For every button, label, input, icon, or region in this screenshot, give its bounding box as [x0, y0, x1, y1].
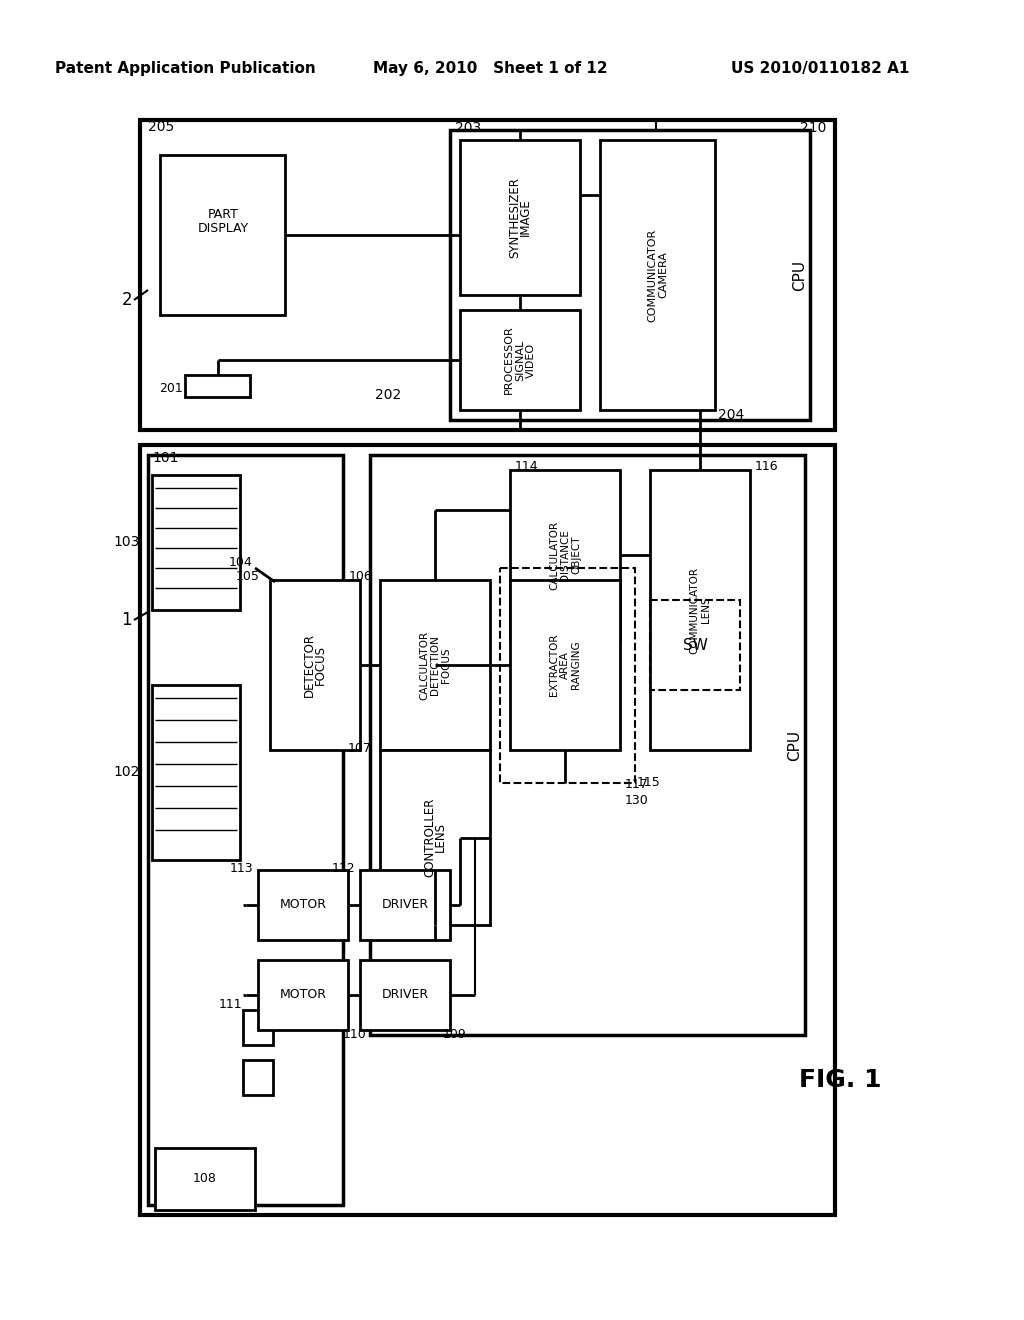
- Text: 108: 108: [194, 1172, 217, 1185]
- Text: FOCUS: FOCUS: [314, 645, 327, 685]
- Text: MOTOR: MOTOR: [280, 899, 327, 912]
- Text: 105: 105: [237, 570, 260, 583]
- Text: CPU: CPU: [793, 260, 808, 290]
- Text: VIDEO: VIDEO: [526, 342, 536, 378]
- Text: CAMERA: CAMERA: [658, 252, 668, 298]
- Bar: [650, 470, 750, 750]
- Text: 1: 1: [122, 611, 132, 630]
- Bar: [152, 475, 240, 610]
- Text: SIGNAL: SIGNAL: [515, 339, 525, 380]
- Text: EXTRACTOR: EXTRACTOR: [549, 634, 559, 696]
- Bar: [148, 455, 343, 1205]
- Text: LENS: LENS: [434, 822, 447, 853]
- Text: 110: 110: [343, 1028, 367, 1041]
- Text: COMMUNICATOR: COMMUNICATOR: [647, 228, 657, 322]
- Text: 205: 205: [148, 120, 174, 135]
- Text: PROCESSOR: PROCESSOR: [504, 326, 514, 395]
- Text: CALCULATOR: CALCULATOR: [419, 631, 429, 700]
- Text: CALCULATOR: CALCULATOR: [549, 520, 559, 590]
- Bar: [140, 120, 835, 430]
- Text: DETECTOR: DETECTOR: [303, 634, 316, 697]
- Text: 116: 116: [755, 459, 778, 473]
- Bar: [460, 310, 580, 411]
- Text: 117: 117: [625, 779, 648, 792]
- Text: 202: 202: [375, 388, 401, 403]
- Text: FIG. 1: FIG. 1: [799, 1068, 882, 1092]
- Bar: [258, 870, 348, 940]
- Text: 102: 102: [114, 766, 140, 779]
- Text: DRIVER: DRIVER: [381, 899, 429, 912]
- Bar: [380, 579, 490, 750]
- Text: 210: 210: [800, 121, 826, 135]
- Text: US 2010/0110182 A1: US 2010/0110182 A1: [731, 61, 909, 75]
- Text: LENS: LENS: [700, 597, 711, 623]
- Text: DETECTION: DETECTION: [430, 635, 440, 694]
- Text: 101: 101: [152, 451, 178, 465]
- Text: 112: 112: [332, 862, 355, 874]
- Text: DRIVER: DRIVER: [381, 989, 429, 1002]
- Text: DISTANCE: DISTANCE: [560, 529, 570, 581]
- Text: MOTOR: MOTOR: [280, 989, 327, 1002]
- Bar: [450, 129, 810, 420]
- Text: IMAGE: IMAGE: [519, 198, 532, 236]
- Bar: [360, 960, 450, 1030]
- Bar: [243, 1010, 273, 1045]
- Text: 104: 104: [228, 556, 252, 569]
- Text: 201: 201: [160, 383, 183, 396]
- Text: 103: 103: [114, 535, 140, 549]
- Text: 115: 115: [637, 776, 660, 789]
- Text: PART: PART: [208, 207, 239, 220]
- Text: 107: 107: [348, 742, 372, 755]
- Text: AREA: AREA: [560, 651, 570, 678]
- Text: 204: 204: [718, 408, 744, 422]
- Text: CPU: CPU: [787, 730, 803, 760]
- Text: 106: 106: [348, 570, 372, 583]
- Bar: [270, 579, 360, 750]
- Bar: [140, 445, 835, 1214]
- Text: CONTROLLER: CONTROLLER: [423, 797, 436, 878]
- Bar: [160, 154, 285, 315]
- Bar: [500, 568, 635, 783]
- Text: RANGING: RANGING: [571, 640, 581, 689]
- Text: 109: 109: [443, 1028, 467, 1041]
- Bar: [510, 579, 620, 750]
- Text: 114: 114: [515, 461, 539, 474]
- Text: SW: SW: [683, 638, 708, 652]
- Text: May 6, 2010   Sheet 1 of 12: May 6, 2010 Sheet 1 of 12: [373, 61, 607, 75]
- Bar: [360, 870, 450, 940]
- Text: FOCUS: FOCUS: [441, 647, 451, 682]
- Bar: [152, 685, 240, 861]
- Bar: [243, 1060, 273, 1096]
- Text: 113: 113: [229, 862, 253, 874]
- Text: DISPLAY: DISPLAY: [198, 222, 249, 235]
- Bar: [460, 140, 580, 294]
- Bar: [600, 140, 715, 411]
- Bar: [258, 960, 348, 1030]
- Text: 111: 111: [218, 998, 242, 1011]
- Bar: [155, 1148, 255, 1210]
- Text: 2: 2: [122, 290, 132, 309]
- Text: COMMUNICATOR: COMMUNICATOR: [689, 566, 699, 653]
- Text: 130: 130: [625, 793, 648, 807]
- Bar: [510, 470, 620, 640]
- Text: OBJECT: OBJECT: [571, 536, 581, 574]
- Text: Patent Application Publication: Patent Application Publication: [54, 61, 315, 75]
- Bar: [650, 601, 740, 690]
- Bar: [370, 455, 805, 1035]
- Bar: [380, 750, 490, 925]
- Bar: [185, 375, 250, 397]
- Text: 203: 203: [455, 121, 481, 135]
- Text: SYNTHESIZER: SYNTHESIZER: [508, 177, 521, 257]
